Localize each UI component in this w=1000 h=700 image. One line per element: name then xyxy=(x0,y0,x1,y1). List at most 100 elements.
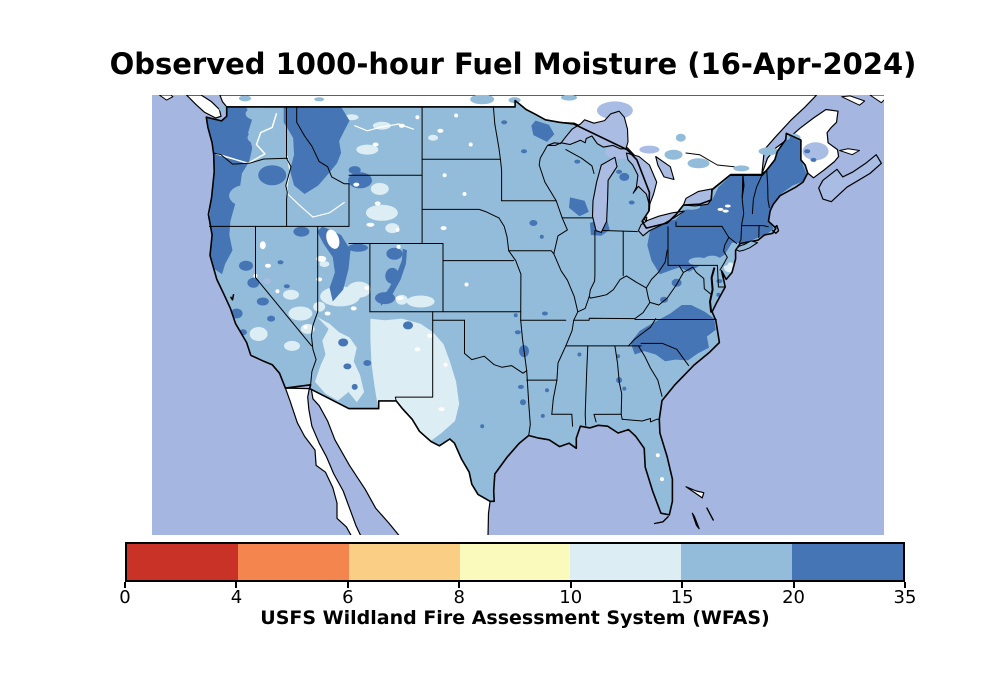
region-20-35 xyxy=(628,200,635,205)
colorbar-tickmark-15 xyxy=(681,582,684,588)
region-20-35 xyxy=(521,149,527,154)
region-10-15 xyxy=(288,306,313,321)
region-20-35 xyxy=(375,292,395,305)
region-20-35 xyxy=(386,247,403,260)
region-10-15 xyxy=(370,182,389,195)
newfoundland-corner xyxy=(869,95,884,104)
region-20-35 xyxy=(660,296,668,303)
no-data-dot xyxy=(275,289,280,294)
cape-cod xyxy=(772,224,780,234)
state-border xyxy=(508,250,522,321)
region-10-15 xyxy=(370,318,460,443)
state-border xyxy=(614,345,623,420)
colorbar-segment-0-4 xyxy=(127,544,238,580)
state-border xyxy=(498,217,510,252)
state-border xyxy=(716,264,726,288)
colorbar-tickmark-6 xyxy=(346,582,349,588)
region-15-20 xyxy=(252,139,286,156)
canada-lake-halo-blob xyxy=(596,101,633,120)
no-data-dot xyxy=(414,347,421,352)
state-border xyxy=(551,413,574,427)
region-20-35 xyxy=(403,321,413,330)
state-border xyxy=(584,345,589,426)
vancouver-island xyxy=(185,95,222,119)
no-data-dot xyxy=(259,241,266,250)
bahamas-cay xyxy=(706,507,714,521)
canada-lake-halo-blob xyxy=(802,142,829,161)
colorbar-tickmark-4 xyxy=(235,582,238,588)
canada-dark-blob xyxy=(804,149,811,154)
state-border xyxy=(738,225,743,244)
canada-lake-halo-blob xyxy=(639,145,660,154)
map-title: Observed 1000-hour Fuel Moisture (16-Apr… xyxy=(109,47,917,81)
san-francisco-bay xyxy=(230,293,235,301)
no-data-dot xyxy=(316,255,327,262)
lake-michigan xyxy=(591,156,618,233)
region-20-35 xyxy=(541,311,548,316)
region-20-35 xyxy=(569,197,589,217)
no-data-dot xyxy=(655,453,660,458)
state-border xyxy=(255,225,313,347)
region-20-35 xyxy=(347,243,368,252)
long-island xyxy=(735,240,759,252)
state-border xyxy=(637,345,663,397)
no-data-patch xyxy=(262,278,271,285)
region-20-35 xyxy=(545,388,549,393)
region-10-15 xyxy=(284,340,300,351)
colorbar-tickmark-8 xyxy=(458,582,461,588)
no-data-dot xyxy=(440,226,447,231)
no-data-dot xyxy=(438,407,445,412)
colorbar-label-15: 15 xyxy=(670,587,694,608)
state-border xyxy=(628,318,657,347)
region-10-15 xyxy=(356,144,379,155)
no-data-dot xyxy=(724,204,731,208)
state-border xyxy=(394,311,434,402)
state-border xyxy=(675,221,723,227)
no-data-dot xyxy=(395,296,404,301)
region-20-35 xyxy=(385,267,400,284)
data-source-caption: USFS Wildland Fire Assessment System (WF… xyxy=(260,607,770,629)
region-20-35 xyxy=(716,292,721,297)
colorbar-segment-10-15 xyxy=(570,544,682,580)
state-border xyxy=(508,250,555,255)
canada-moisture-blob xyxy=(687,158,710,169)
region-20-35 xyxy=(619,172,630,181)
colorbar-segment-20-35 xyxy=(792,544,904,580)
canada-moisture-blob xyxy=(758,147,779,156)
no-data-dot xyxy=(443,362,448,367)
region-10-15 xyxy=(313,301,326,312)
no-data-dot xyxy=(350,306,357,311)
colorbar-tickmark-0 xyxy=(124,582,126,588)
region-10-15 xyxy=(319,261,330,267)
region-10-15 xyxy=(320,286,361,307)
no-data-dot xyxy=(324,311,331,316)
region-20-35 xyxy=(577,352,582,357)
colorbar-segment-6-8 xyxy=(348,544,460,580)
no-data-dot xyxy=(468,142,473,147)
canada-moisture-blob xyxy=(561,95,577,101)
region-20-35 xyxy=(239,260,253,271)
no-data-dot xyxy=(372,142,379,147)
region-20-35 xyxy=(671,278,682,287)
canada-moisture-blob xyxy=(733,165,750,172)
colorbar-tickmark-10 xyxy=(569,582,572,588)
conus-map xyxy=(152,95,884,535)
state-border xyxy=(601,230,638,233)
no-data-dot xyxy=(454,113,459,118)
region-15-20 xyxy=(703,255,722,266)
canada-moisture-blob xyxy=(314,97,325,102)
state-border xyxy=(751,174,763,215)
map-svg xyxy=(152,95,884,535)
region-15-20 xyxy=(229,184,266,207)
state-border xyxy=(421,208,500,219)
region-20-35 xyxy=(363,360,372,366)
state-border xyxy=(520,319,528,372)
colorbar-label-8: 8 xyxy=(453,587,466,608)
no-data-dot xyxy=(353,182,360,187)
state-border xyxy=(285,106,292,227)
state-border xyxy=(766,169,770,209)
us-landmass xyxy=(206,100,808,515)
region-20-35 xyxy=(480,424,485,429)
canada-moisture-blob xyxy=(239,95,251,102)
